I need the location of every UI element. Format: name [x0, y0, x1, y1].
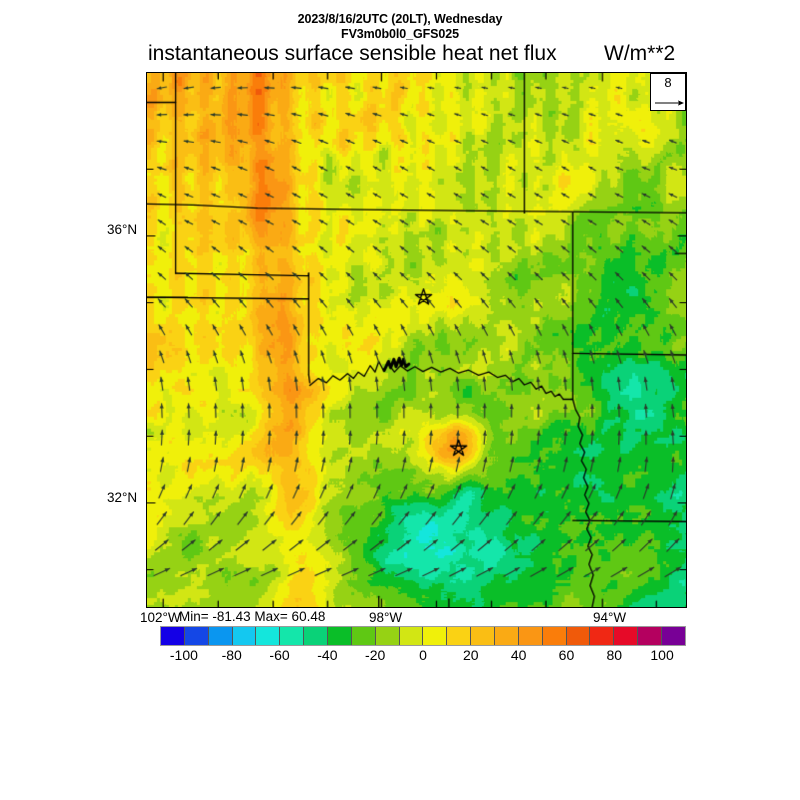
colorbar-cell: [590, 627, 615, 645]
wind-vector-legend: 8: [650, 73, 686, 111]
min-max-readout: Min= -81.43 Max= 60.48: [179, 609, 326, 624]
colorbar-cell: [232, 627, 257, 645]
colorbar-tick-100: 100: [650, 647, 674, 663]
colorbar-cell: [638, 627, 663, 645]
header: 2023/8/16/2UTC (20LT), Wednesday FV3m0b0…: [0, 0, 800, 70]
title-datetime: 2023/8/16/2UTC (20LT), Wednesday: [297, 12, 503, 26]
wind-legend-value: 8: [664, 75, 672, 90]
colorbar-tick--100: -100: [169, 647, 198, 663]
map-panel[interactable]: 8: [146, 72, 687, 608]
colorbar-tick--20: -20: [365, 647, 386, 663]
colorbar-tick-20: 20: [463, 647, 479, 663]
axis-label-lat-32n: 32°N: [107, 490, 138, 505]
colorbar-cell: [423, 627, 448, 645]
colorbar-cell: [471, 627, 496, 645]
colorbar-cell: [208, 627, 233, 645]
colorbar-cell: [375, 627, 400, 645]
colorbar-tick-80: 80: [606, 647, 623, 663]
colorbar-cell: [447, 627, 472, 645]
title-units: W/m**2: [604, 42, 676, 65]
colorbar-cell: [495, 627, 519, 645]
colorbar-cell: [614, 627, 639, 645]
colorbar: [160, 626, 686, 646]
colorbar-cell: [542, 627, 567, 645]
colorbar-strip: [160, 626, 686, 646]
axis-label-lon-102w: 102°W: [140, 610, 181, 625]
axis-label-lon-98w: 98°W: [369, 610, 403, 625]
colorbar-cell: [161, 627, 185, 645]
colorbar-tick-labels: -100 -80 -60 -40 -20 0 20 40 60 80 100: [160, 647, 686, 667]
colorbar-tick--60: -60: [269, 647, 290, 663]
axis-label-lat-36n: 36°N: [107, 222, 138, 237]
colorbar-cell: [399, 627, 424, 645]
colorbar-tick--80: -80: [221, 647, 242, 663]
colorbar-cell: [256, 627, 281, 645]
axis-label-lon-94w: 94°W: [593, 610, 627, 625]
colorbar-cell: [184, 627, 209, 645]
colorbar-cell: [566, 627, 591, 645]
colorbar-tick-40: 40: [510, 647, 527, 663]
colorbar-tick--40: -40: [317, 647, 338, 663]
colorbar-cell: [351, 627, 376, 645]
colorbar-cell: [662, 627, 685, 645]
page-title: instantaneous surface sensible heat net …: [148, 42, 557, 65]
heat-flux-field: [147, 73, 686, 607]
colorbar-cell: [280, 627, 305, 645]
colorbar-cell: [304, 627, 329, 645]
colorbar-tick-60: 60: [558, 647, 575, 663]
right-arrow-icon: [655, 100, 684, 106]
title-model-id: FV3m0b0l0_GFS025: [341, 27, 459, 41]
colorbar-cell: [328, 627, 352, 645]
colorbar-cell: [518, 627, 543, 645]
colorbar-tick-0: 0: [419, 647, 427, 663]
